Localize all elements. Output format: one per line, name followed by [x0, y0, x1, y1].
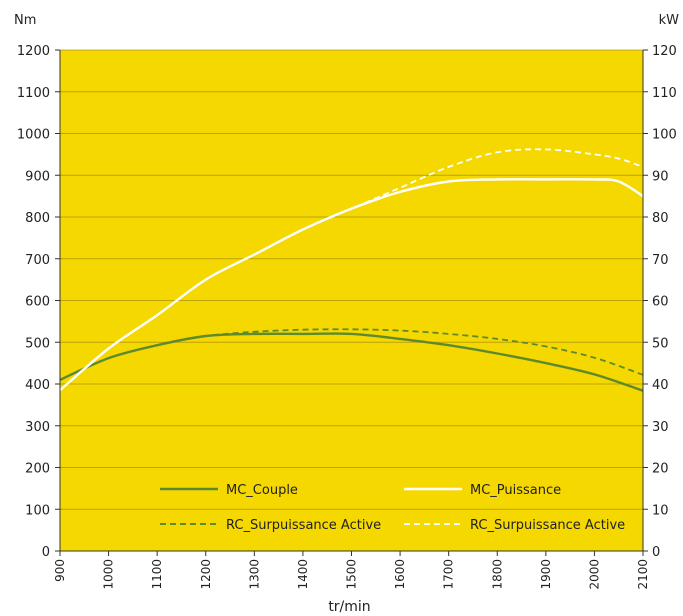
- right-tick-label: 20: [652, 462, 669, 477]
- right-tick-label: 80: [652, 211, 669, 226]
- x-tick-label: 1100: [150, 559, 164, 590]
- left-tick-label: 700: [25, 253, 50, 268]
- left-tick-label: 200: [25, 462, 50, 477]
- right-tick-label: 0: [652, 545, 660, 560]
- left-tick-label: 0: [42, 545, 50, 560]
- x-tick-label: 1400: [296, 559, 310, 590]
- grid-lines: [60, 49, 643, 510]
- right-tick-label: 100: [652, 128, 677, 143]
- x-tick-label: 1700: [442, 559, 456, 590]
- left-tick-label: 1200: [17, 44, 50, 59]
- x-tick-label: 900: [53, 559, 67, 582]
- x-tick-label: 1300: [247, 559, 261, 590]
- x-tick-label: 1500: [345, 559, 359, 590]
- left-axis-ticks: 0 100 200 300 400 500 600 700 800 900 1000 1100 1200: [17, 44, 60, 560]
- x-axis-ticks: 900 1000 1100 1200 1300 1400 1500 1600 1700 1800 1…: [53, 551, 650, 590]
- x-tick-label: 1200: [199, 559, 213, 590]
- left-tick-label: 100: [25, 503, 50, 518]
- x-tick-label: 1600: [393, 559, 407, 590]
- right-tick-label: 30: [652, 420, 669, 435]
- left-tick-label: 300: [25, 420, 50, 435]
- right-axis-ticks: 0 10 20 30 40 50 60 70 80 90 100 110 120: [643, 44, 677, 560]
- series-group: [59, 148, 644, 392]
- series-line-mc-puissance: [59, 178, 644, 392]
- right-tick-label: 110: [652, 86, 677, 101]
- left-tick-label: 500: [25, 336, 50, 351]
- x-axis-label: tr/min: [328, 599, 370, 615]
- left-tick-label: 600: [25, 295, 50, 310]
- right-tick-label: 90: [652, 169, 669, 184]
- right-tick-label: 40: [652, 378, 669, 393]
- x-tick-label: 2100: [636, 559, 650, 590]
- left-tick-label: 800: [25, 211, 50, 226]
- legend: MC_Couple MC_Puissance RC_Surpuissance Act…: [160, 483, 625, 533]
- right-tick-label: 50: [652, 336, 669, 351]
- legend-label: RC_Surpuissance Active: [470, 518, 625, 533]
- x-tick-label: 2000: [587, 559, 601, 590]
- left-tick-label: 1000: [17, 128, 50, 143]
- series-line-mc-couple: [59, 332, 644, 392]
- left-tick-label: 1100: [17, 86, 50, 101]
- legend-label: RC_Surpuissance Active: [226, 518, 381, 533]
- left-tick-label: 900: [25, 169, 50, 184]
- x-tick-label: 1900: [539, 559, 553, 590]
- y-axis-left-label: Nm: [14, 13, 36, 28]
- x-tick-label: 1800: [490, 559, 504, 590]
- left-tick-label: 400: [25, 378, 50, 393]
- right-tick-label: 70: [652, 253, 669, 268]
- right-tick-label: 10: [652, 503, 669, 518]
- legend-label: MC_Couple: [226, 483, 298, 498]
- y-axis-right-label: kW: [659, 13, 680, 28]
- right-tick-label: 60: [652, 295, 669, 310]
- x-tick-label: 1000: [102, 559, 116, 590]
- legend-label: MC_Puissance: [470, 483, 561, 498]
- right-tick-label: 120: [652, 44, 677, 59]
